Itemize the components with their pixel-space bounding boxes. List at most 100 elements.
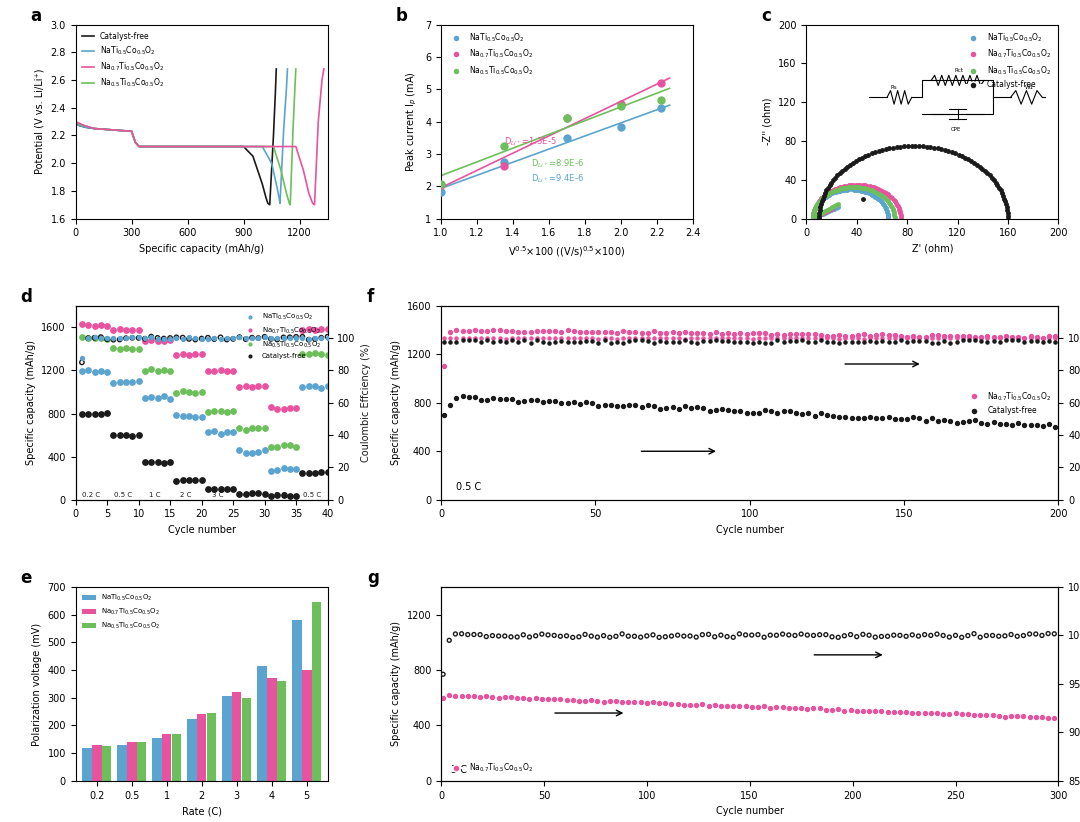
Point <box>967 331 984 344</box>
Point <box>319 379 336 392</box>
Point <box>460 332 477 345</box>
Point <box>768 629 785 642</box>
Point <box>496 139 513 152</box>
Point <box>510 335 527 349</box>
Point <box>633 401 650 414</box>
Point <box>294 466 311 479</box>
Point <box>256 330 273 344</box>
Point <box>670 331 687 344</box>
Point <box>510 331 527 344</box>
Point <box>174 331 191 344</box>
Point <box>528 331 545 344</box>
Point <box>904 628 921 641</box>
Point <box>701 404 718 418</box>
Point <box>231 443 248 456</box>
Point <box>256 443 273 456</box>
Point <box>984 709 1001 722</box>
Point <box>522 336 539 349</box>
Point <box>80 331 97 344</box>
Point <box>86 331 104 344</box>
Point <box>156 332 173 345</box>
Point <box>625 695 643 709</box>
Point <box>287 441 305 454</box>
Point <box>73 317 91 330</box>
Point <box>652 93 670 106</box>
Point <box>448 391 465 404</box>
Point <box>187 410 204 423</box>
Point <box>454 390 471 403</box>
Point <box>744 326 761 339</box>
Point <box>435 332 453 345</box>
Text: 3 C: 3 C <box>451 764 468 774</box>
Point <box>719 331 737 344</box>
Point <box>917 331 934 344</box>
Legend: Na$_{0.7}$Ti$_{0.5}$Co$_{0.5}$O$_2$, Catalyst-free: Na$_{0.7}$Ti$_{0.5}$Co$_{0.5}$O$_2$, Cat… <box>963 387 1054 418</box>
Point <box>973 335 990 348</box>
Bar <box>301 670 311 781</box>
Point <box>472 335 489 349</box>
Point <box>880 335 897 349</box>
Point <box>313 381 330 395</box>
Point <box>916 707 933 720</box>
Point <box>287 462 305 475</box>
Point <box>997 332 1014 345</box>
Point <box>205 404 222 418</box>
Point <box>780 702 797 715</box>
Point <box>639 326 657 339</box>
Point <box>218 364 235 377</box>
Text: D$_{Li^+}$=1.3E-5: D$_{Li^+}$=1.3E-5 <box>504 136 556 148</box>
Point <box>603 326 620 339</box>
Point <box>156 363 173 376</box>
Point <box>497 335 514 349</box>
Point <box>307 332 324 345</box>
Point <box>565 331 582 344</box>
Point <box>162 392 179 405</box>
Point <box>751 326 768 339</box>
Point <box>984 629 1001 642</box>
Point <box>922 707 940 720</box>
Point <box>249 422 267 435</box>
Point <box>942 336 959 349</box>
Point <box>92 332 109 345</box>
Point <box>613 627 631 640</box>
Point <box>447 690 464 703</box>
Point <box>978 418 996 431</box>
Point <box>947 629 964 642</box>
Point <box>596 326 613 339</box>
Point <box>862 330 879 343</box>
Point <box>1034 629 1051 642</box>
Point <box>861 704 878 718</box>
Point <box>905 334 922 347</box>
Point <box>786 629 804 642</box>
Y-axis label: -Z'' (ohm): -Z'' (ohm) <box>762 98 772 145</box>
Point <box>98 332 116 345</box>
Point <box>307 323 324 336</box>
Point <box>442 326 459 339</box>
Point <box>761 629 779 642</box>
Point <box>819 335 836 349</box>
Point <box>459 628 476 641</box>
Point <box>681 630 699 643</box>
Point <box>571 335 589 349</box>
Point <box>818 704 835 717</box>
Point <box>712 700 729 713</box>
Point <box>565 335 582 349</box>
Point <box>497 324 514 337</box>
Point <box>625 630 643 643</box>
Point <box>313 347 330 360</box>
Point <box>787 327 805 340</box>
Point <box>794 334 811 347</box>
Point <box>1035 331 1052 344</box>
Point <box>935 329 953 342</box>
Point <box>930 336 947 349</box>
Point <box>664 400 681 413</box>
Point <box>744 407 761 420</box>
Point <box>646 325 663 338</box>
Point <box>645 628 662 641</box>
Point <box>1039 711 1056 724</box>
Point <box>174 348 191 361</box>
Point <box>726 404 743 417</box>
Point <box>86 408 104 421</box>
X-axis label: Rate (C): Rate (C) <box>181 806 221 816</box>
Point <box>942 415 959 428</box>
